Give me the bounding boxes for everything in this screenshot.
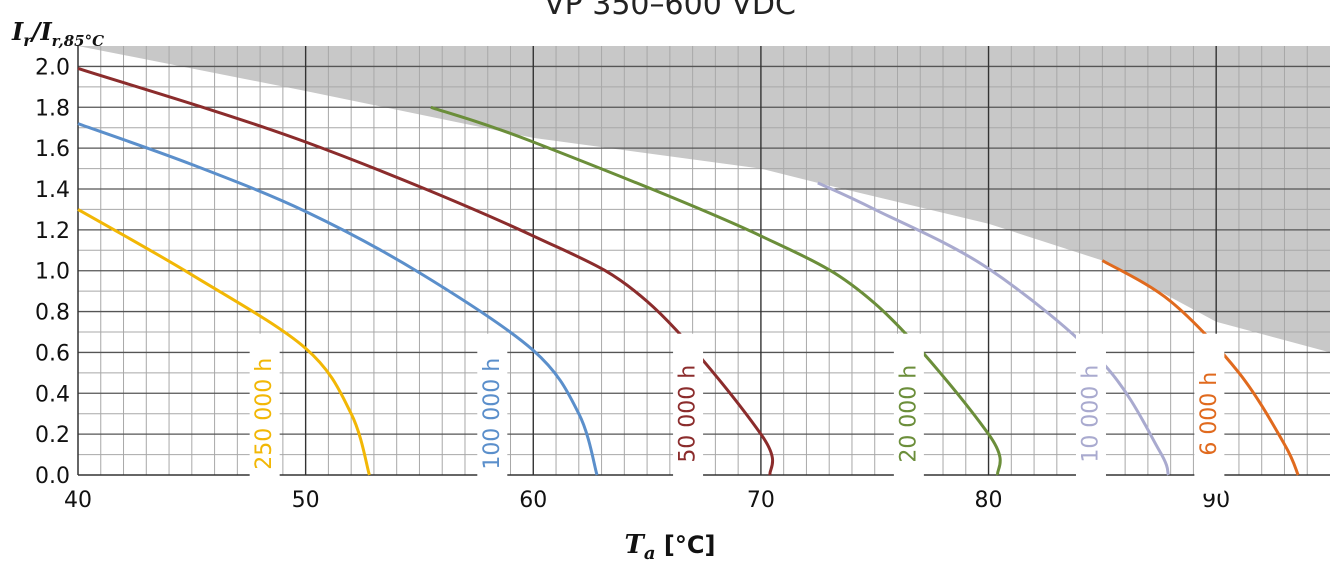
series-label: 250 000 h xyxy=(252,358,277,470)
series-label: 6 000 h xyxy=(1197,372,1222,456)
series-line xyxy=(1101,259,1300,476)
y-tick-label: 1.0 xyxy=(35,260,70,285)
x-tick-label: 40 xyxy=(64,488,92,513)
chart-title: VP 350–600 VDC xyxy=(544,0,796,22)
y-tick-label: 0.6 xyxy=(35,341,70,366)
y-tick-label: 1.4 xyxy=(35,178,70,203)
series-label-background xyxy=(477,333,508,494)
shaded-region xyxy=(78,46,1330,475)
series-line xyxy=(77,122,599,476)
series-label-background xyxy=(893,333,924,494)
series-label: 50 000 h xyxy=(676,365,701,463)
series-label: 20 000 h xyxy=(896,365,921,463)
y-tick-label: 0.8 xyxy=(35,301,70,326)
x-axis-label: Ta [°C] xyxy=(625,530,716,564)
series-label-background xyxy=(1075,333,1106,494)
y-tick-label: 1.8 xyxy=(35,96,70,121)
series-label-background xyxy=(673,333,704,494)
series-label-background xyxy=(1194,333,1225,494)
y-tick-label: 0.2 xyxy=(35,423,70,448)
plot-area: 40 50 60 70 80 900.00.20.40.60.81.01.21.41.61… xyxy=(35,46,1330,513)
series-line xyxy=(77,208,371,476)
x-tick-label: 60 xyxy=(519,488,547,513)
series-line xyxy=(430,105,1002,476)
series-label: 10 000 h xyxy=(1078,365,1103,463)
y-tick-label: 0.4 xyxy=(35,382,70,407)
series-line xyxy=(817,181,1170,476)
y-axis-label: Ir/Ir,85°C xyxy=(11,17,104,50)
x-tick-label: 80 xyxy=(975,488,1003,513)
y-tick-label: 1.2 xyxy=(35,219,70,244)
series-line xyxy=(77,67,775,476)
series-label: 100 000 h xyxy=(480,358,505,470)
x-tick-label: 50 xyxy=(292,488,320,513)
series-label-background xyxy=(249,333,280,494)
x-tick-label: 70 xyxy=(747,488,775,513)
y-tick-label: 0.0 xyxy=(35,464,70,489)
y-tick-label: 2.0 xyxy=(35,55,70,80)
y-tick-label: 1.6 xyxy=(35,137,70,162)
